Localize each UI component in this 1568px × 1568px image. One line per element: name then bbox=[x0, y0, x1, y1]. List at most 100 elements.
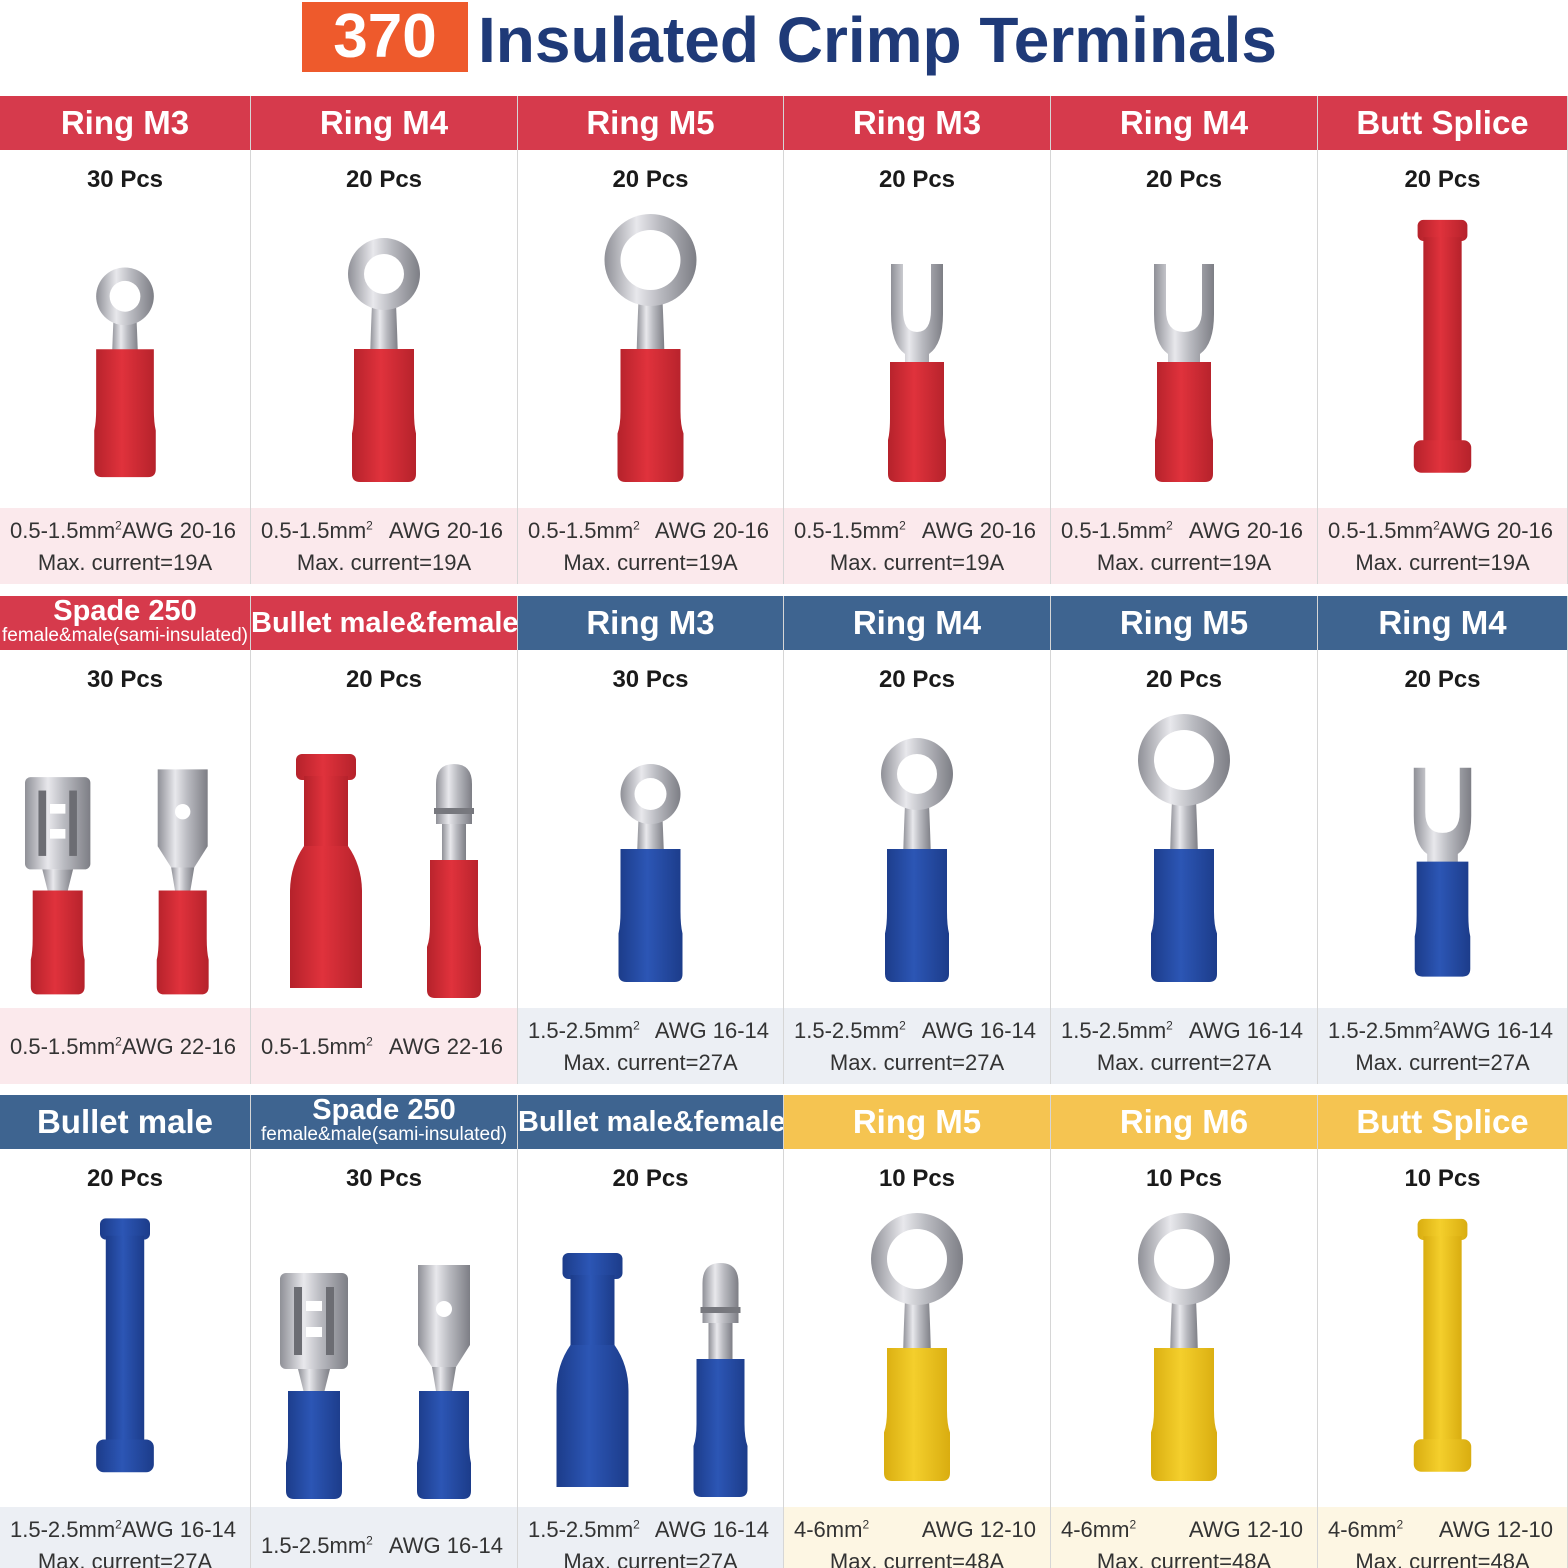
wire-area: 0.5-1.5mm2 bbox=[10, 518, 122, 543]
product-image bbox=[784, 704, 1050, 1004]
product-name: Ring M5 bbox=[1119, 604, 1249, 641]
max-current: Max. current=48A bbox=[829, 1549, 1005, 1568]
piece-count: 30 Pcs bbox=[86, 166, 164, 193]
wire-area: 0.5-1.5mm2 bbox=[1061, 518, 1173, 543]
max-current: Max. current=19A bbox=[829, 550, 1005, 575]
bullet-terminal-pair-icon bbox=[556, 1253, 748, 1497]
spec-panel: 1.5-2.5mm2 AWG 16-14 Max. current=27A bbox=[784, 1008, 1050, 1084]
piece-count: 20 Pcs bbox=[345, 166, 423, 193]
awg-range: AWG 20-16 bbox=[121, 518, 236, 543]
wire-area: 4-6mm2 bbox=[794, 1517, 870, 1542]
product-image bbox=[1318, 204, 1567, 504]
awg-range: AWG 20-16 bbox=[1438, 518, 1553, 543]
product-card: Spade 250 female&male(sami-insulated) 30 P… bbox=[0, 596, 251, 1084]
butt-splice-icon bbox=[1413, 219, 1472, 473]
product-card: Ring M5 10 Pcs 4-6mm2 AWG 12-10 Max. curren… bbox=[784, 1095, 1051, 1568]
awg-range: AWG 16-14 bbox=[654, 1018, 769, 1043]
wire-area: 0.5-1.5mm2 bbox=[1328, 518, 1440, 543]
product-header: Ring M4 bbox=[251, 96, 517, 150]
awg-range: AWG 12-10 bbox=[1188, 1517, 1303, 1542]
product-card: Ring M5 20 Pcs 1.5-2.5mm2 AWG 16-14 Max. cu… bbox=[1051, 596, 1318, 1084]
title-count-badge: 370 bbox=[302, 2, 468, 72]
product-header: Ring M3 bbox=[784, 96, 1050, 150]
ring-terminal-large-icon bbox=[1138, 1213, 1230, 1481]
product-image bbox=[1051, 1203, 1317, 1503]
spec-panel: 0.5-1.5mm2 AWG 20-16 Max. current=19A bbox=[1051, 508, 1317, 584]
max-current: Max. current=48A bbox=[1096, 1549, 1272, 1568]
max-current: Max. current=19A bbox=[563, 550, 738, 575]
product-image bbox=[784, 204, 1050, 504]
ring-terminal-large-icon bbox=[871, 1213, 963, 1481]
product-header: Spade 250 female&male(sami-insulated) bbox=[0, 596, 250, 650]
ring-terminal-small-icon bbox=[618, 764, 683, 982]
piece-count: 10 Pcs bbox=[1145, 1165, 1223, 1192]
product-card: Ring M4 20 Pcs 1.5-2.5mm2 AWG 16-14 Max. cu… bbox=[1318, 596, 1568, 1084]
awg-range: AWG 16-14 bbox=[654, 1517, 769, 1542]
product-image bbox=[518, 704, 783, 1004]
awg-range: AWG 20-16 bbox=[921, 518, 1036, 543]
product-image bbox=[0, 204, 250, 504]
spec-panel: 4-6mm2 AWG 12-10 Max. current=48A bbox=[1051, 1507, 1317, 1568]
awg-range: AWG 16-14 bbox=[1438, 1018, 1553, 1043]
product-name: Ring M3 bbox=[60, 104, 190, 141]
awg-range: AWG 12-10 bbox=[921, 1517, 1036, 1542]
product-image bbox=[251, 204, 517, 504]
product-card: Butt Splice 20 Pcs 0.5-1.5mm2 AWG 20-16 Max… bbox=[1318, 96, 1568, 584]
product-image bbox=[251, 1203, 517, 1503]
awg-range: AWG 16-14 bbox=[121, 1517, 236, 1542]
product-name: Ring M4 bbox=[1119, 104, 1249, 141]
product-image bbox=[784, 1203, 1050, 1503]
spec-panel: 1.5-2.5mm2 AWG 16-14 Max. current=27A bbox=[0, 1507, 250, 1568]
spec-panel: 0.5-1.5mm2 AWG 22-16 bbox=[0, 1008, 250, 1084]
product-row: Ring M3 30 Pcs 0.5-1.5mm2 AWG 20-16 Max. cu… bbox=[0, 96, 1568, 584]
piece-count: 20 Pcs bbox=[86, 1165, 164, 1192]
product-card: Spade 250 female&male(sami-insulated) 30 P… bbox=[251, 1095, 518, 1568]
awg-range: AWG 20-16 bbox=[388, 518, 503, 543]
awg-range: AWG 12-10 bbox=[1438, 1517, 1553, 1542]
ring-terminal-medium-icon bbox=[881, 738, 953, 982]
spade-terminal-pair-icon bbox=[25, 769, 209, 995]
product-header: Ring M5 bbox=[784, 1095, 1050, 1149]
product-header: Ring M6 bbox=[1051, 1095, 1317, 1149]
max-current: Max. current=27A bbox=[563, 1050, 738, 1075]
awg-range: AWG 16-14 bbox=[921, 1018, 1036, 1043]
wire-area: 0.5-1.5mm2 bbox=[794, 518, 906, 543]
ring-terminal-large-icon bbox=[1138, 714, 1230, 982]
product-name: Butt Splice bbox=[1356, 1103, 1529, 1140]
max-current: Max. current=27A bbox=[563, 1549, 738, 1568]
max-current: Max. current=19A bbox=[296, 550, 472, 575]
product-header: Spade 250 female&male(sami-insulated) bbox=[251, 1095, 517, 1149]
awg-range: AWG 20-16 bbox=[654, 518, 769, 543]
product-image bbox=[1318, 704, 1567, 1004]
spade-terminal-pair-icon bbox=[280, 1265, 471, 1499]
product-card: Ring M4 20 Pcs 0.5-1.5mm2 AWG 20-16 Max. cu… bbox=[251, 96, 518, 584]
product-card: Ring M3 20 Pcs 0.5-1.5mm2 AWG 20-16 Max. cu… bbox=[784, 96, 1051, 584]
piece-count: 10 Pcs bbox=[1404, 1165, 1481, 1192]
spec-panel: 0.5-1.5mm2 AWG 20-16 Max. current=19A bbox=[518, 508, 783, 584]
piece-count: 20 Pcs bbox=[1404, 166, 1481, 193]
product-row: Bullet male 20 Pcs 1.5-2.5mm2 AWG 16-14 Max… bbox=[0, 1095, 1568, 1568]
piece-count: 20 Pcs bbox=[1145, 666, 1223, 693]
max-current: Max. current=48A bbox=[1355, 1549, 1530, 1568]
spec-panel: 0.5-1.5mm2 AWG 22-16 bbox=[251, 1008, 517, 1084]
spec-panel: 1.5-2.5mm2 AWG 16-14 Max. current=27A bbox=[518, 1008, 783, 1084]
fork-terminal-small-icon bbox=[888, 264, 946, 482]
piece-count: 20 Pcs bbox=[1404, 666, 1481, 693]
product-header: Ring M5 bbox=[1051, 596, 1317, 650]
piece-count: 20 Pcs bbox=[1145, 166, 1223, 193]
max-current: Max. current=27A bbox=[1355, 1050, 1530, 1075]
product-card: Bullet male&female 20 Pcs 1.5-2.5mm2 AWG 1… bbox=[518, 1095, 784, 1568]
product-header: Butt Splice bbox=[1318, 1095, 1567, 1149]
product-header: Ring M5 bbox=[518, 96, 783, 150]
fork-terminal-medium-icon bbox=[1154, 264, 1214, 482]
wire-area: 1.5-2.5mm2 bbox=[794, 1018, 906, 1043]
max-current: Max. current=19A bbox=[1355, 550, 1530, 575]
spec-panel: 1.5-2.5mm2 AWG 16-14 Max. current=27A bbox=[518, 1507, 783, 1568]
wire-area: 0.5-1.5mm2 bbox=[261, 518, 373, 543]
product-name: Ring M5 bbox=[586, 104, 715, 141]
product-card: Ring M3 30 Pcs 1.5-2.5mm2 AWG 16-14 Max. cu… bbox=[518, 596, 784, 1084]
product-header: Bullet male bbox=[0, 1095, 250, 1149]
product-subtitle: female&male(sami-insulated) bbox=[1, 625, 249, 646]
product-header: Ring M3 bbox=[518, 596, 783, 650]
ring-terminal-medium-icon bbox=[348, 238, 420, 482]
